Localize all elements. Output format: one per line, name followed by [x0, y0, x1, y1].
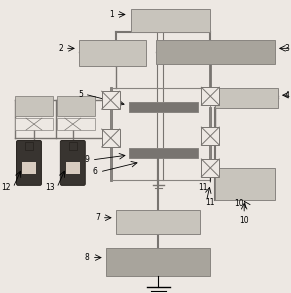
Bar [201, 87, 219, 105]
Bar [155, 40, 275, 64]
Text: 4: 4 [284, 91, 289, 100]
Text: 12: 12 [1, 183, 11, 192]
Text: 9: 9 [85, 156, 90, 164]
Bar [111, 88, 210, 180]
Bar [22, 162, 36, 174]
Bar [25, 142, 33, 150]
Bar [215, 168, 275, 200]
Bar [57, 96, 95, 116]
Bar [69, 142, 77, 150]
Bar [129, 148, 198, 158]
Bar [15, 96, 53, 116]
Bar [57, 118, 95, 130]
Bar [215, 88, 278, 108]
Text: 5: 5 [78, 90, 83, 99]
Text: 10: 10 [239, 216, 249, 225]
Bar [131, 8, 210, 33]
Text: 10: 10 [235, 199, 244, 208]
FancyBboxPatch shape [17, 141, 41, 185]
Text: 6: 6 [93, 167, 98, 176]
Text: 13: 13 [45, 183, 55, 192]
Text: 8: 8 [85, 253, 90, 262]
Bar [79, 40, 146, 66]
Bar [102, 91, 120, 109]
Bar [129, 102, 198, 112]
Bar [15, 118, 53, 130]
Bar [116, 210, 200, 234]
Bar [102, 129, 120, 147]
Bar [106, 248, 210, 275]
Text: 1: 1 [109, 10, 114, 19]
Bar [66, 162, 80, 174]
Text: 2: 2 [58, 44, 63, 53]
FancyBboxPatch shape [60, 141, 85, 185]
Text: 3: 3 [284, 44, 289, 53]
Bar [201, 127, 219, 145]
Text: 11: 11 [198, 183, 207, 192]
Text: 11: 11 [205, 198, 215, 207]
Text: 7: 7 [95, 213, 100, 222]
Bar [201, 159, 219, 177]
